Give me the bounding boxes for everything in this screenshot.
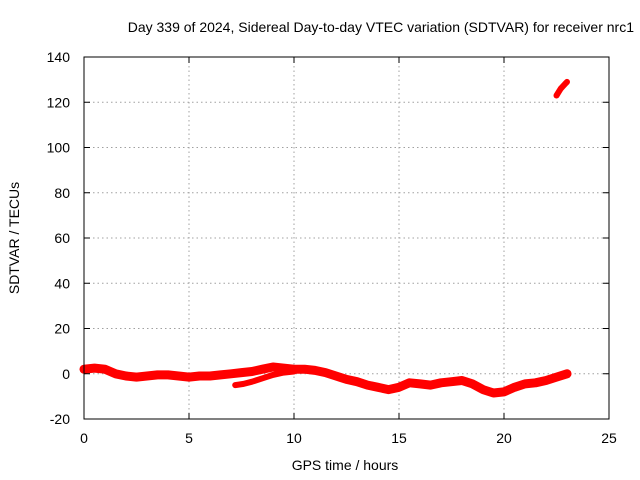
series-1-point [344,376,349,382]
series-1-point [176,373,181,379]
series-2-point [291,369,297,374]
series-1-point [144,373,150,379]
chart-title: Day 339 of 2024, Sidereal Day-to-day VTE… [128,19,634,35]
series-1-point [365,382,370,388]
series-3-point [564,79,570,85]
data-series [79,78,572,398]
y-axis-label: SDTVAR / TECUs [6,182,22,294]
series-2-point [281,370,286,376]
y-tick-label: 140 [47,49,71,65]
series-1-point [375,384,381,390]
series-1-point [459,378,465,383]
series-1-point [113,371,118,377]
y-tick-label: 20 [54,321,70,337]
y-tick-labels: -20 0 20 40 60 80 100 120 140 [47,49,71,427]
y-tick-label: -20 [50,411,70,427]
series-1-point [428,382,433,388]
series-1-point [260,366,265,372]
series-1-point [564,371,570,377]
series-1-point [270,364,276,370]
x-tick-label: 20 [496,430,512,446]
y-tick-label: 0 [62,366,70,382]
series-1-point [491,390,496,396]
series-1-point [249,369,255,374]
series-2-point [260,375,265,381]
series-1-point [354,379,360,385]
x-tick-label: 0 [80,430,88,446]
series-1-point [165,372,171,378]
series-1-point [197,373,202,379]
series-1-point [407,380,412,386]
series-1-point [470,381,475,387]
y-tick-label: 80 [54,185,70,201]
series-2-point [241,381,247,387]
series-1-point [438,380,444,386]
y-tick-label: 100 [47,140,71,156]
series-1-point [323,370,328,376]
series-1-point [228,371,234,377]
series-1-point [386,387,391,393]
y-tick-label: 40 [54,275,70,291]
y-tick-label: 60 [54,230,70,246]
series-1-point [417,381,423,387]
series-1-point [522,381,528,387]
x-tick-labels: 0 5 10 15 20 25 [80,430,617,446]
series-1-point [554,374,559,380]
series-1-point [512,384,517,390]
series-2-point [270,372,276,378]
grid-lines [84,57,609,419]
axis-ticks [83,56,610,420]
series-1-point [501,389,507,395]
series-1-point [92,365,97,371]
series-1-point [449,379,454,385]
series-1-point [533,380,538,386]
y-tick-label: 120 [47,94,71,110]
series-1-point [102,366,108,372]
series-1-point [543,378,549,383]
series-1-point [155,372,160,378]
series-2-point [249,379,255,385]
series-1-point [312,367,318,373]
series-1-point [396,384,402,390]
series-1-point [186,374,192,380]
series-1-point [123,373,129,379]
x-tick-label: 15 [391,430,407,446]
series-1-point [480,387,486,393]
x-tick-label: 10 [286,430,302,446]
series-1-point [207,373,213,379]
series-1-point [302,366,307,372]
series-1-point [134,374,139,380]
x-tick-label: 25 [601,430,617,446]
series-2-point [232,382,238,388]
series-1-point [239,370,244,376]
x-axis-label: GPS time / hours [292,457,399,473]
series-1-point [281,365,286,371]
series-1-point [333,373,339,379]
x-tick-label: 5 [185,430,193,446]
series-1-point [218,372,223,378]
